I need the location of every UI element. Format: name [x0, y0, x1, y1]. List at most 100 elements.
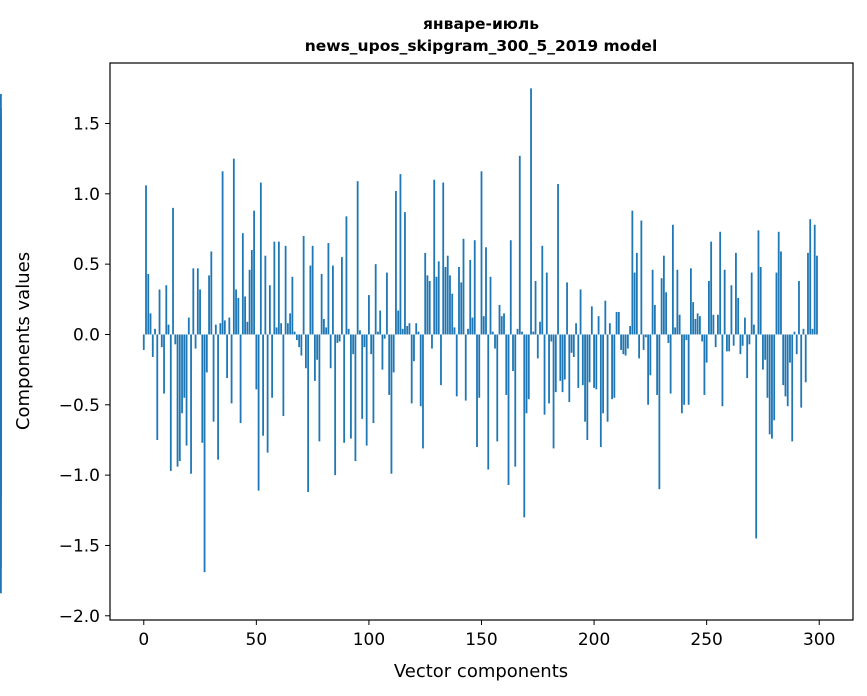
bar — [142, 334, 145, 350]
bar — [361, 334, 364, 419]
bar — [178, 334, 181, 462]
bar — [417, 331, 420, 335]
bar — [667, 334, 670, 343]
bar — [809, 219, 812, 335]
bar — [241, 233, 244, 335]
bar — [460, 282, 463, 335]
bar — [327, 243, 330, 335]
bar — [689, 268, 692, 335]
x-tick-label: 300 — [803, 630, 835, 650]
bar — [631, 210, 634, 335]
bar — [750, 272, 753, 335]
bar — [226, 334, 228, 379]
bar — [174, 334, 177, 345]
bar — [656, 334, 659, 395]
bar — [773, 334, 776, 421]
bar — [539, 321, 541, 335]
bar — [345, 216, 348, 335]
bar — [712, 314, 715, 335]
bar — [557, 183, 559, 335]
bar — [172, 207, 174, 335]
bar — [404, 212, 406, 335]
bar — [381, 334, 384, 370]
bar — [424, 252, 427, 335]
bar — [577, 334, 580, 388]
bar — [543, 334, 546, 415]
bar — [471, 317, 474, 335]
bar — [431, 334, 433, 349]
bar — [525, 334, 528, 414]
bar — [496, 334, 499, 442]
bar — [318, 334, 321, 442]
y-tick-label: −1.5 — [59, 536, 100, 556]
bar — [660, 278, 663, 335]
bar — [221, 171, 224, 335]
bar — [185, 334, 188, 446]
bar — [608, 323, 611, 335]
bar — [658, 334, 661, 490]
bar — [798, 281, 800, 335]
bar — [300, 334, 303, 356]
bar — [813, 224, 816, 335]
bar — [392, 334, 395, 373]
bar — [246, 321, 249, 335]
bar — [620, 334, 622, 350]
bar — [0, 334, 2, 384]
bar — [811, 328, 814, 335]
bar — [181, 334, 183, 414]
bar — [692, 302, 695, 335]
bar — [665, 292, 668, 335]
bar — [307, 334, 310, 493]
bar — [223, 320, 226, 335]
bar — [536, 334, 539, 359]
bar — [494, 334, 496, 349]
bar — [503, 313, 505, 335]
bar — [257, 334, 260, 491]
bar — [793, 331, 796, 335]
bar — [590, 306, 593, 335]
bar — [701, 334, 704, 342]
bar — [341, 257, 343, 335]
bar — [208, 275, 210, 335]
bar — [273, 241, 276, 335]
bar — [676, 269, 679, 335]
bar — [395, 191, 397, 335]
bar — [286, 323, 289, 335]
bar — [786, 334, 789, 407]
bar — [320, 273, 323, 335]
bar — [446, 255, 449, 335]
bar — [521, 331, 523, 335]
bar — [615, 311, 618, 335]
bar — [469, 259, 472, 335]
bar — [192, 268, 195, 335]
bar — [530, 88, 532, 335]
bar — [768, 334, 771, 435]
bar — [455, 334, 458, 397]
bar — [746, 334, 749, 379]
bar — [705, 334, 708, 363]
bar — [203, 334, 206, 573]
bar — [160, 334, 163, 348]
bar — [259, 182, 262, 335]
bar — [640, 220, 643, 335]
bar — [413, 334, 415, 362]
bar — [714, 334, 717, 348]
bar — [613, 334, 616, 398]
bar — [703, 334, 706, 395]
bar — [775, 272, 778, 335]
bar — [678, 314, 681, 335]
bar — [559, 334, 562, 381]
y-tick-label: 0.0 — [73, 325, 100, 345]
bar — [572, 334, 575, 357]
bar — [595, 334, 598, 390]
bar — [482, 316, 485, 335]
bar — [644, 334, 647, 338]
bar — [730, 285, 733, 335]
bar — [597, 316, 600, 335]
bar — [633, 272, 636, 335]
bar — [230, 334, 233, 404]
bar — [410, 334, 413, 404]
bar — [235, 289, 237, 335]
bar — [680, 334, 683, 414]
y-tick-label: −2.0 — [59, 607, 100, 627]
